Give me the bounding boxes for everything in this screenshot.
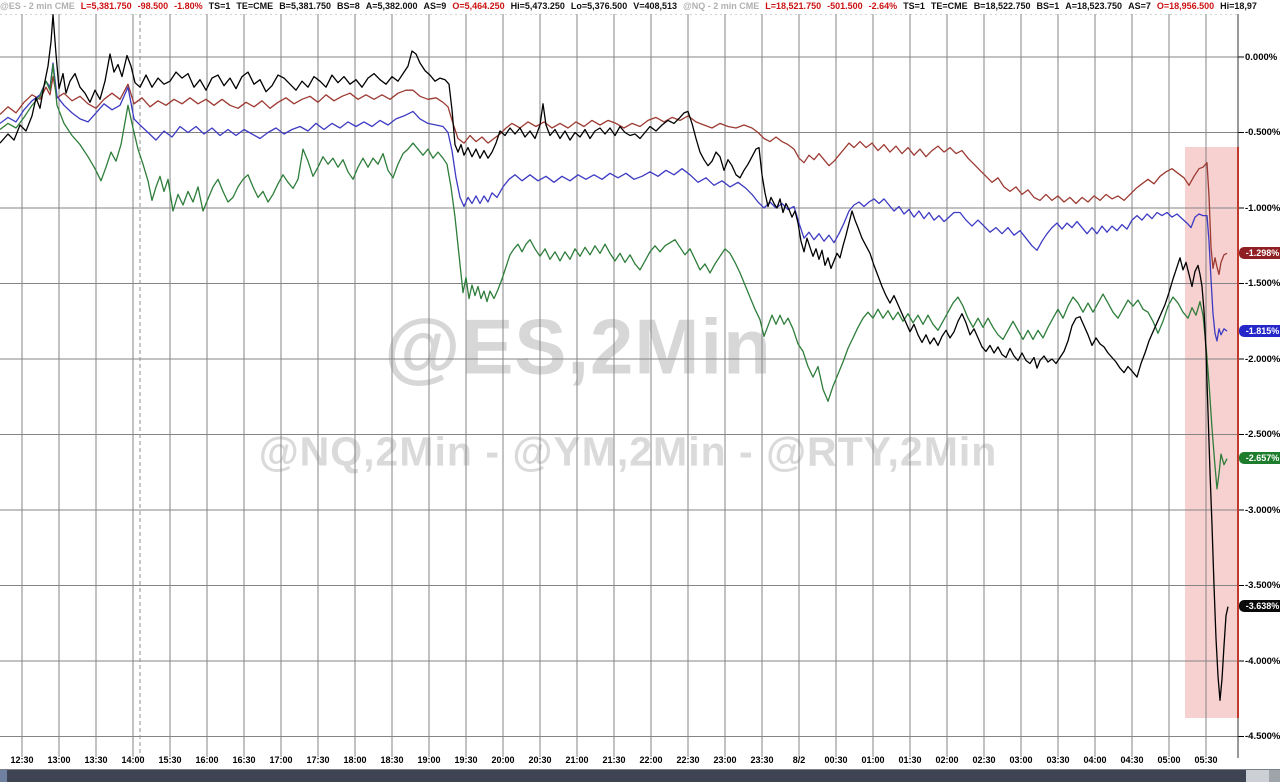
y-axis-label: -1.500% — [1245, 278, 1280, 289]
quote-segment: O=18,956.500 — [1156, 1, 1215, 11]
quote-segment: @NQ - 2 min CME — [683, 1, 760, 11]
x-axis-label: 05:00 — [1157, 755, 1181, 765]
scrollbar-segment[interactable] — [0, 770, 7, 782]
quote-segment: O=5,464.250 — [452, 1, 505, 11]
price-tag-rty2min: -3.638% — [1239, 600, 1280, 613]
quote-segment: TE=CME — [236, 1, 274, 11]
quote-segment: -501.500 — [827, 1, 863, 11]
y-axis-label: -2.500% — [1245, 429, 1280, 440]
y-axis-label: -4.000% — [1245, 655, 1280, 667]
x-axis-label: 21:30 — [602, 755, 626, 765]
x-axis-label: 23:30 — [750, 755, 774, 765]
x-axis-label: 03:00 — [1009, 755, 1033, 765]
quote-segment: AS=7 — [1128, 1, 1151, 11]
y-axis-label: -3.000% — [1245, 504, 1280, 516]
x-axis-label: 02:00 — [935, 755, 959, 765]
x-axis-label: 13:30 — [84, 755, 108, 765]
quote-segment: Hi=18,97 — [1220, 1, 1257, 11]
y-axis-label: -4.500% — [1245, 731, 1280, 742]
x-axis-label: 01:30 — [898, 755, 922, 765]
quote-segment: TS=1 — [208, 1, 231, 11]
quote-segment: A=5,382.000 — [365, 1, 418, 11]
x-axis-label: 04:30 — [1120, 755, 1144, 765]
x-axis-label: 16:30 — [232, 755, 256, 765]
x-axis-label: 18:00 — [343, 755, 367, 765]
y-axis-label: -1.000% — [1245, 202, 1280, 214]
price-tag-ym2min: -1.298% — [1239, 246, 1280, 259]
quote-segment: TS=1 — [903, 1, 925, 11]
x-axis-label: 12:30 — [10, 755, 34, 765]
series-line-nq2min — [0, 63, 1228, 490]
x-axis-label: 14:00 — [121, 755, 145, 765]
scrollbar-segment[interactable] — [1269, 770, 1280, 782]
x-axis-label: 18:30 — [380, 755, 404, 765]
x-axis-label: 8/2 — [792, 755, 806, 765]
x-axis-label: 22:00 — [639, 755, 663, 765]
x-axis-label: 20:30 — [528, 755, 552, 765]
horizontal-scrollbar[interactable] — [0, 769, 1280, 782]
x-axis-label: 19:30 — [454, 755, 478, 765]
series-line-ym2min — [0, 75, 1228, 276]
x-axis-label: 15:30 — [158, 755, 182, 765]
x-axis-label: 23:00 — [713, 755, 737, 765]
quote-segment: TE=CME — [930, 1, 968, 11]
quote-segment: -1.80% — [174, 1, 203, 11]
quote-segment: -2.64% — [868, 1, 898, 11]
y-axis-label: -2.000% — [1245, 353, 1280, 365]
quote-segment: BS=1 — [1036, 1, 1060, 11]
quote-segment: BS=8 — [336, 1, 360, 11]
y-axis-label: -0.500% — [1245, 127, 1280, 138]
series-line-es2min — [0, 62, 1228, 342]
y-axis-label: -3.500% — [1245, 580, 1280, 591]
x-axis-label: 17:30 — [306, 755, 330, 765]
x-axis-label: 00:30 — [824, 755, 848, 765]
quote-segment: -98.500 — [137, 1, 169, 11]
x-axis-label: 17:00 — [269, 755, 293, 765]
x-axis-label: 16:00 — [195, 755, 219, 765]
x-axis-label: 01:00 — [861, 755, 885, 765]
x-axis-label: 22:30 — [676, 755, 700, 765]
x-axis-label: 20:00 — [491, 755, 515, 765]
quote-segment: B=18,522.750 — [973, 1, 1031, 11]
x-axis-label: 21:00 — [565, 755, 589, 765]
quote-segment: AS=9 — [423, 1, 447, 11]
x-axis-label: 02:30 — [972, 755, 996, 765]
series-line-rty2min — [0, 14, 1229, 701]
y-axis-label: 0.000% — [1245, 51, 1278, 63]
quote-segment: L=5,381.750 — [80, 1, 132, 11]
scrollbar-segment[interactable] — [1246, 770, 1269, 782]
quote-segment: B=5,381.750 — [279, 1, 331, 11]
quote-bar: @ES - 2 min CME L=5,381.750 -98.500 -1.80% T… — [0, 0, 1280, 14]
scrollbar-thumb[interactable] — [7, 770, 1246, 782]
x-axis-label: 13:00 — [47, 755, 71, 765]
quote-segment: @ES - 2 min CME — [0, 1, 75, 11]
quote-segment: Lo=5,376.500 — [570, 1, 628, 11]
quote-segment: Hi=5,473.250 — [510, 1, 565, 11]
x-axis-label: 04:00 — [1083, 755, 1107, 765]
quote-segment: A=18,523.750 — [1065, 1, 1123, 11]
quote-segment: L=18,521.750 — [765, 1, 822, 11]
x-axis-label: 05:30 — [1194, 755, 1218, 765]
price-tag-nq2min: -2.657% — [1239, 452, 1280, 465]
quote-segment: V=408,513 — [633, 1, 677, 11]
x-axis-label: 19:00 — [417, 755, 441, 765]
x-axis-label: 03:30 — [1046, 755, 1070, 765]
price-tag-es2min: -1.815% — [1239, 325, 1280, 338]
